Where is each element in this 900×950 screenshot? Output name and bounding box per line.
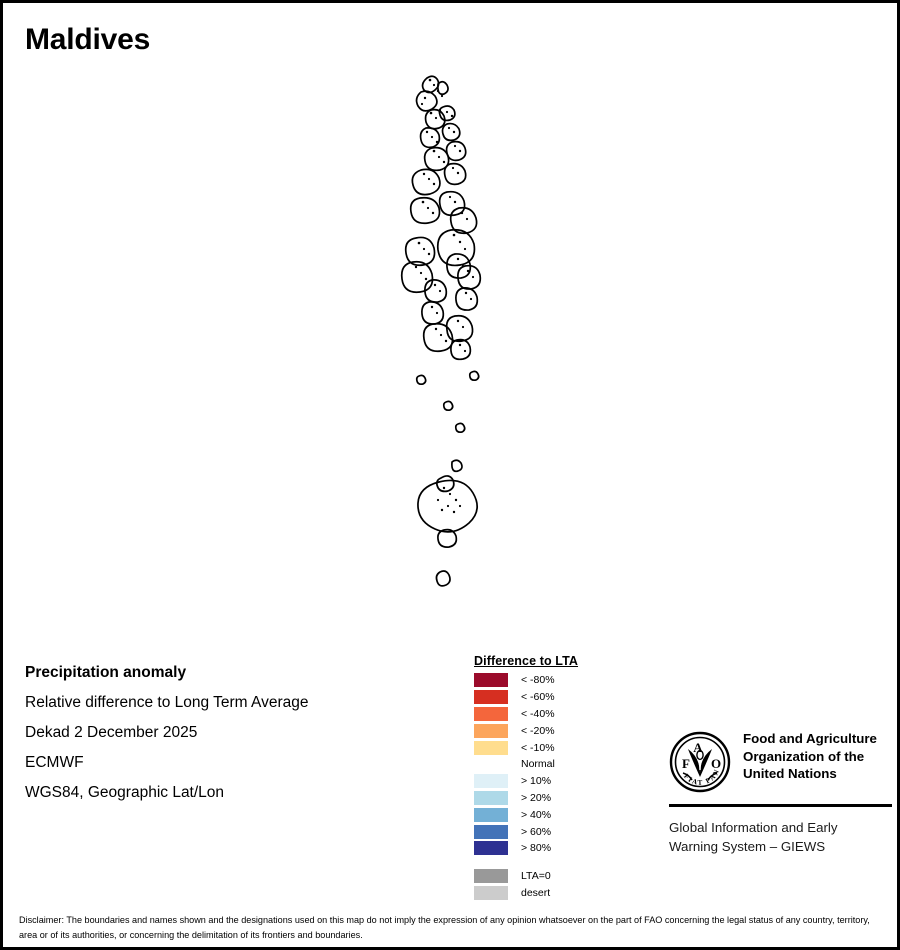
legend-label: < -10% [521,741,555,754]
legend-row[interactable]: < -20% [474,722,664,739]
giews-line1: Global Information and Early [669,820,838,835]
legend-color-swatch [474,807,508,822]
legend-color-swatch [474,740,508,755]
legend-label: > 60% [521,825,552,838]
legend-row[interactable]: > 40% [474,806,664,823]
legend-label: < -80% [521,674,555,687]
giews-name: Global Information and Early Warning Sys… [669,818,894,856]
legend-row[interactable]: < -60% [474,689,664,706]
island-specks [414,78,475,514]
fao-logo-row: F A O FIAT PANIS Food and Agriculture Or… [666,725,894,793]
fao-name: Food and Agriculture Organization of the… [743,730,877,783]
legend-row[interactable]: LTA=0 [474,868,664,885]
legend-label: < -20% [521,724,555,737]
legend-row[interactable]: < -80% [474,672,664,689]
legend-row[interactable]: < -10% [474,739,664,756]
legend-color-swatch [474,774,508,789]
legend-label: desert [521,886,551,899]
legend-title: Difference to LTA [474,654,579,668]
fao-name-line1: Food and Agriculture [743,731,877,746]
svg-text:A: A [693,740,703,755]
info-heading: Precipitation anomaly [25,664,187,681]
info-projection: WGS84, Geographic Lat/Lon [25,784,225,801]
fao-emblem-icon: F A O FIAT PANIS [666,725,731,793]
legend-label: > 20% [521,791,552,804]
disclaimer-text: Disclaimer: The boundaries and names sho… [19,915,870,940]
page-title: Maldives [25,23,151,56]
legend-label: LTA=0 [521,870,551,883]
map-legend: Difference to LTA < -80% < -60% < -40% < -2… [474,654,664,901]
map-canvas [3,58,897,638]
fao-branding-block: F A O FIAT PANIS Food and Agriculture Or… [666,725,894,856]
legend-color-swatch [474,757,508,772]
legend-extra-list: LTA=0 desert [474,868,664,902]
fao-name-line2: Organization of the [743,748,865,764]
fao-name-line3: United Nations [743,766,837,781]
legend-color-swatch [474,885,508,900]
legend-color-swatch [474,824,508,839]
legend-label: > 40% [521,808,552,821]
info-description: Relative difference to Long Term Average [25,694,309,711]
legend-row[interactable]: desert [474,885,664,902]
legend-row[interactable]: > 10% [474,773,664,790]
legend-label: < -40% [521,707,555,720]
legend-spacer [474,857,664,868]
legend-row[interactable]: Normal [474,756,664,773]
info-source: ECMWF [25,754,84,771]
legend-item-list: < -80% < -60% < -40% < -20% < -10% Normal > 10… [474,672,664,857]
map-info-block: Precipitation anomaly Relative differenc… [25,658,445,808]
legend-label: > 80% [521,842,552,855]
legend-row[interactable]: < -40% [474,706,664,723]
legend-color-swatch [474,723,508,738]
legend-color-swatch [474,690,508,705]
legend-color-swatch [474,841,508,856]
svg-text:O: O [711,756,721,771]
legend-row[interactable]: > 20% [474,790,664,807]
legend-row[interactable]: > 60% [474,823,664,840]
legend-label: > 10% [521,775,552,788]
svg-text:F: F [682,756,690,771]
fao-divider [669,804,892,807]
legend-color-swatch [474,706,508,721]
legend-label: Normal [521,758,555,771]
legend-row[interactable]: > 80% [474,840,664,857]
atoll-outlines [400,75,482,587]
legend-color-swatch [474,790,508,805]
info-period: Dekad 2 December 2025 [25,724,198,741]
legend-color-swatch [474,673,508,688]
maldives-outline-map [400,75,482,587]
giews-line2: Warning System – GIEWS [669,839,826,854]
legend-label: < -60% [521,691,555,704]
legend-color-swatch [474,869,508,884]
